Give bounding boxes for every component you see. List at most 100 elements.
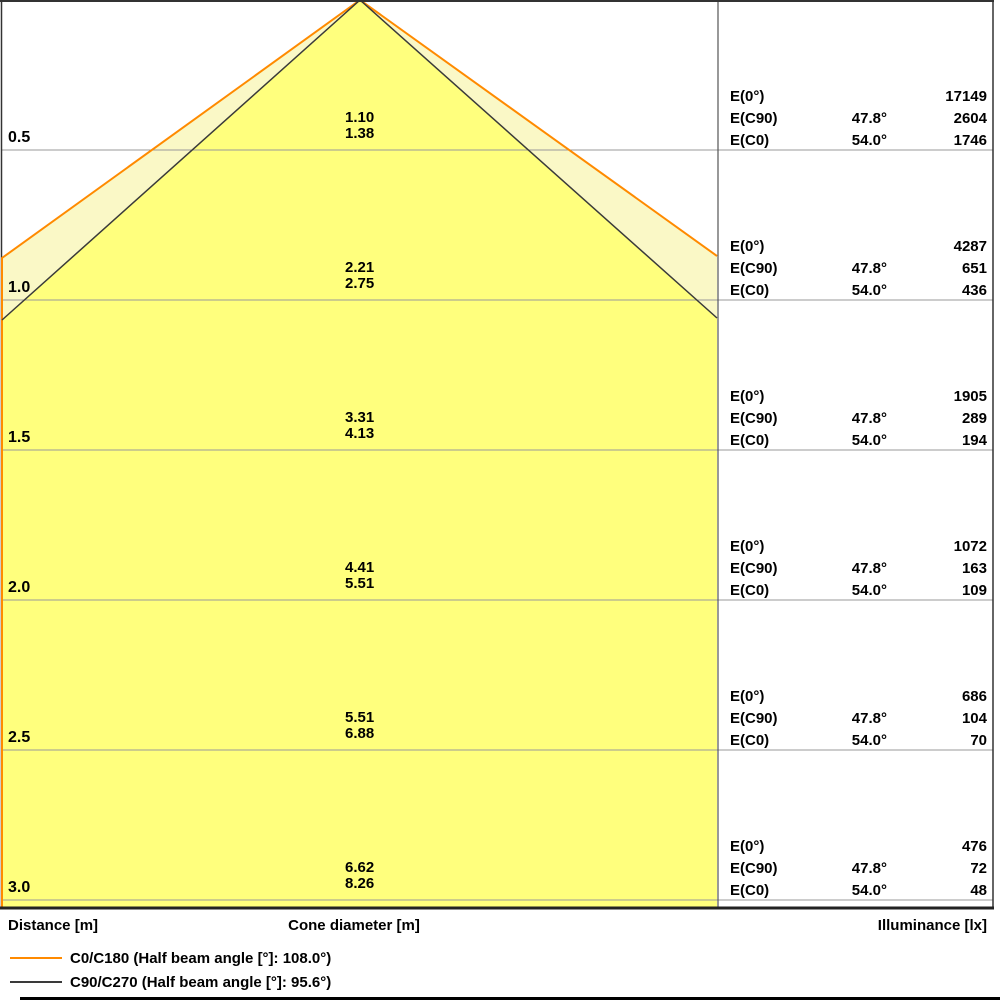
e0-label: E(0°) [730,238,765,255]
ec0-angle: 54.0° [851,732,887,749]
illuminance-axis-label: Illuminance [lx] [877,917,987,934]
cone-diameter-c0: 2.75 [345,275,375,292]
illuminance-block-row4: E(0°) 686 E(C90) 47.8° 104 E(C0) 54.0° 70 [730,686,987,752]
illuminance-block-row2: E(0°) 1905 E(C90) 47.8° 289 E(C0) 54.0° 194 [730,386,987,452]
e0-value: 1905 [953,388,987,405]
ec90-value: 289 [961,410,987,427]
illuminance-block-row3: E(0°) 1072 E(C90) 47.8° 163 E(C0) 54.0° 109 [730,536,987,602]
ec90-label: E(C90) [730,860,778,877]
cone-diagram-chart: 0.5 1.0 1.5 2.0 2.5 3.0 1.10 1.38 2.21 2.7… [0,0,994,910]
c0-beam-line [1,0,718,908]
ec90-value: 2604 [953,110,987,127]
e0-value: 1072 [953,538,987,555]
ec0-value: 1746 [953,132,987,149]
ec90-label: E(C90) [730,710,778,727]
ec0-angle: 54.0° [851,582,887,599]
ec0-angle: 54.0° [851,282,887,299]
e0-angle [825,536,887,558]
bottom-divider-bar [20,997,1000,1000]
distance-tick-2-5: 2.5 [8,729,31,746]
e0-angle [825,386,887,408]
cone-diameter-c90: 2.21 [345,259,375,276]
ec90-label: E(C90) [730,560,778,577]
ec90-value: 651 [961,260,987,277]
axis-labels: Distance [m] Cone diameter [m] Illuminan… [0,914,1000,940]
legend-label-c90: C90/C270 (Half beam angle [°]: 95.6°) [70,973,332,991]
cone-diameter-values-row3: 4.41 5.51 [345,560,374,592]
illuminance-block-row1: E(0°) 4287 E(C90) 47.8° 651 E(C0) 54.0° 436 [730,236,987,302]
legend-item-c0-c180: C0/C180 (Half beam angle [°]: 108.0°) [0,948,331,968]
cone-diameter-values-row1: 2.21 2.75 [345,260,374,292]
cone-diameter-c90: 4.41 [345,559,375,576]
distance-tick-0-5: 0.5 [8,129,31,146]
cone-diameter-values-row4: 5.51 6.88 [345,710,374,742]
ec0-label: E(C0) [730,132,770,149]
ec0-value: 48 [970,882,987,899]
e0-label: E(0°) [730,388,765,405]
ec90-value: 104 [961,710,987,727]
ec90-angle: 47.8° [851,560,887,577]
cone-diameter-c90: 5.51 [345,709,375,726]
distance-axis-label: Distance [m] [8,917,99,934]
ec0-label: E(C0) [730,432,770,449]
e0-angle [825,86,887,108]
e0-value: 17149 [945,88,987,105]
cone-diameter-c90: 6.62 [345,859,375,876]
e0-label: E(0°) [730,88,765,105]
ec0-angle: 54.0° [851,882,887,899]
ec0-label: E(C0) [730,582,770,599]
ec90-label: E(C90) [730,110,778,127]
ec90-angle: 47.8° [851,710,887,727]
ec0-value: 194 [961,432,987,449]
ec0-value: 436 [961,282,987,299]
illuminance-block-row0: E(0°) 17149 E(C90) 47.8° 2604 E(C0) 54.0° 174… [730,86,987,152]
cone-diameter-c0: 5.51 [345,575,375,592]
ec90-label: E(C90) [730,410,778,427]
inner-cone-fill-c90 [2,0,717,908]
e0-value: 476 [961,838,987,855]
e0-label: E(0°) [730,538,765,555]
e0-value: 4287 [953,238,987,255]
ec0-label: E(C0) [730,282,770,299]
cone-diameter-c0: 6.88 [345,725,375,742]
ec0-angle: 54.0° [851,132,887,149]
e0-angle [825,686,887,708]
e0-angle [825,236,887,258]
ec90-value: 72 [970,860,987,877]
cone-diameter-c0: 1.38 [345,125,375,142]
legend-label-c0: C0/C180 (Half beam angle [°]: 108.0°) [70,949,332,967]
cone-diameter-c90: 3.31 [345,409,375,426]
e0-label: E(0°) [730,838,765,855]
ec90-label: E(C90) [730,260,778,277]
cone-diameter-axis-label: Cone diameter [m] [288,917,420,934]
c0-line-swatch [10,957,62,959]
e0-value: 686 [961,688,987,705]
ec0-value: 109 [961,582,987,599]
cone-diameter-values-row2: 3.31 4.13 [345,410,374,442]
c90-beam-line [1,0,718,321]
distance-tick-2-0: 2.0 [8,579,31,596]
ec90-angle: 47.8° [851,110,887,127]
cone-diagram-svg [0,0,994,910]
ec90-angle: 47.8° [851,860,887,877]
cone-diameter-c90: 1.10 [345,109,375,126]
cone-diameter-c0: 8.26 [345,875,375,892]
distance-tick-1-0: 1.0 [8,279,31,296]
cone-diameter-values-row5: 6.62 8.26 [345,860,374,892]
distance-tick-3-0: 3.0 [8,879,31,896]
ec0-label: E(C0) [730,732,770,749]
ec90-value: 163 [961,560,987,577]
ec0-value: 70 [970,732,987,749]
ec0-angle: 54.0° [851,432,887,449]
ec90-angle: 47.8° [851,410,887,427]
ec90-angle: 47.8° [851,260,887,277]
ec0-label: E(C0) [730,882,770,899]
cone-diameter-values-row0: 1.10 1.38 [345,110,374,142]
cone-diameter-c0: 4.13 [345,425,375,442]
e0-label: E(0°) [730,688,765,705]
e0-angle [825,836,887,858]
illuminance-block-row5: E(0°) 476 E(C90) 47.8° 72 E(C0) 54.0° 48 [730,836,987,902]
legend-item-c90-c270: C90/C270 (Half beam angle [°]: 95.6°) [0,972,331,992]
c90-line-swatch [10,981,62,983]
